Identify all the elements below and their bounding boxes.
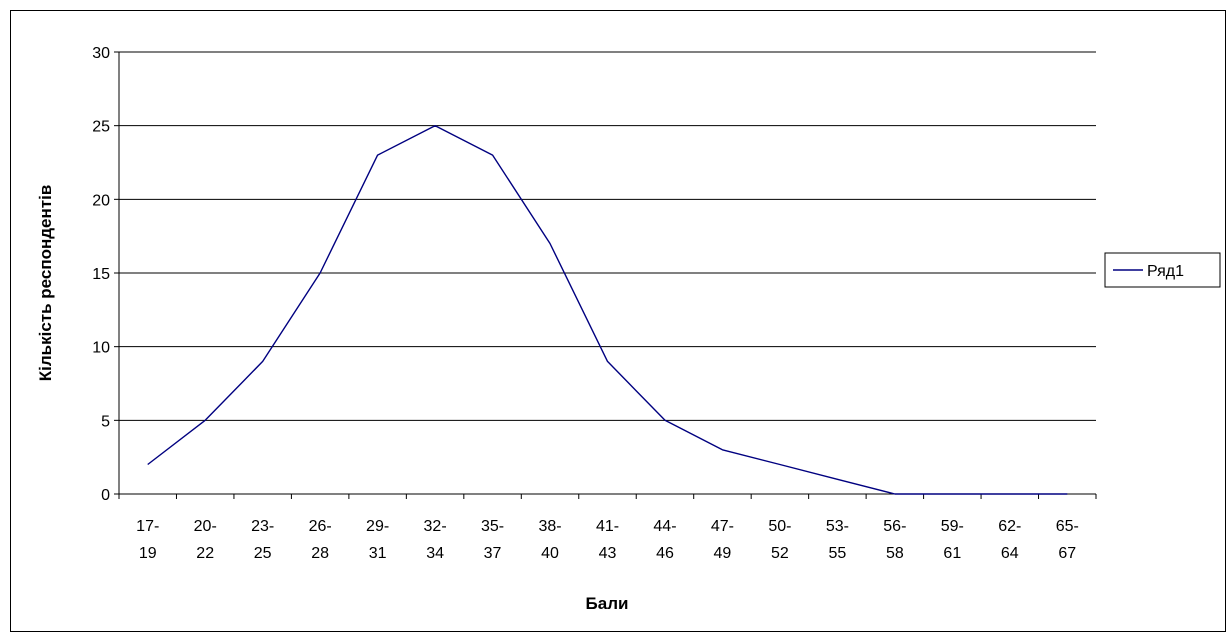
legend-label: Ряд1 <box>1147 263 1184 280</box>
x-tick-label: 47-49 <box>711 518 734 562</box>
x-tick-label: 17-19 <box>136 518 159 562</box>
y-tick-label: 25 <box>92 119 110 136</box>
x-tick-label: 62-64 <box>998 518 1021 562</box>
x-tick-label: 20-22 <box>194 518 217 562</box>
x-tick-label: 50-52 <box>768 518 791 562</box>
axes <box>114 51 1097 499</box>
series-layer <box>147 124 1068 495</box>
x-tick-label: 32-34 <box>424 518 447 562</box>
y-tick-label: 5 <box>101 413 110 430</box>
x-tick-label: 41-43 <box>596 518 619 562</box>
x-tick-label: 29-31 <box>366 518 389 562</box>
y-tick-label: 15 <box>92 266 110 283</box>
x-tick-label: 26-28 <box>309 518 332 562</box>
x-tick-label: 56-58 <box>883 518 906 562</box>
y-tick-label: 20 <box>92 192 110 209</box>
gridlines <box>119 51 1096 421</box>
series-line-0 <box>147 124 1068 495</box>
line-chart: 0 5 10 15 20 25 30 17-19 20-22 23-25 26-28 29-31 32-… <box>36 45 1221 613</box>
tick-labels: 0 5 10 15 20 25 30 17-19 20-22 23-25 26-28 29-31 32-… <box>92 45 1079 562</box>
y-tick-label: 10 <box>92 340 110 357</box>
x-tick-label: 59-61 <box>941 518 964 562</box>
chart-frame: 0 5 10 15 20 25 30 17-19 20-22 23-25 26-28 29-31 32-… <box>10 10 1226 632</box>
y-tick-label: 0 <box>101 487 110 504</box>
x-tick-label: 44-46 <box>653 518 676 562</box>
x-tick-label: 53-55 <box>826 518 849 562</box>
x-tick-label: 35-37 <box>481 518 504 562</box>
y-axis-title: Кількість респондентів <box>36 185 55 382</box>
x-axis-title: Бали <box>586 594 629 613</box>
x-tick-label: 23-25 <box>251 518 274 562</box>
x-tick-label: 65-67 <box>1056 518 1079 562</box>
x-tick-label: 38-40 <box>538 518 561 562</box>
y-tick-label: 30 <box>92 45 110 62</box>
legend: Ряд1 <box>1104 252 1221 288</box>
